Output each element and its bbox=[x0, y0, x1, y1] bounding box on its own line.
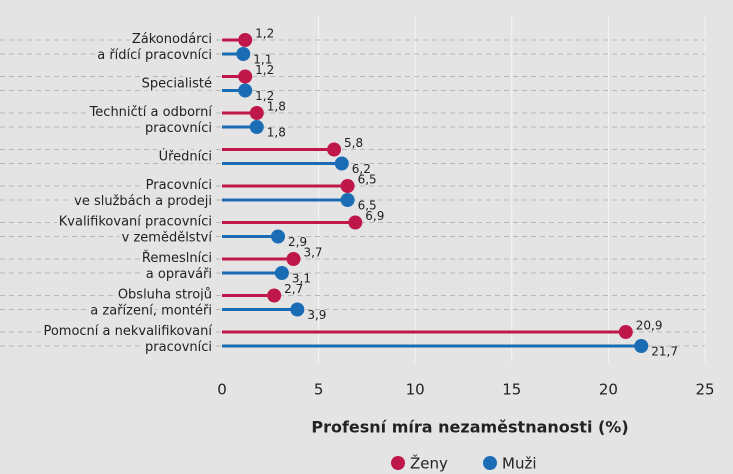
dot bbox=[249, 120, 264, 134]
legend-label: Muži bbox=[502, 455, 537, 473]
value-label: 6,5 bbox=[358, 199, 377, 213]
value-label: 3,9 bbox=[307, 308, 326, 322]
x-tick-label: 5 bbox=[314, 381, 324, 399]
dot bbox=[238, 33, 253, 47]
dot bbox=[271, 229, 286, 244]
x-tick-label: 10 bbox=[406, 381, 425, 399]
category-label: Zákonodárci a řídící pracovníci bbox=[97, 32, 212, 63]
category-label: Pomocní a nekvalifikovaní pracovníci bbox=[43, 324, 212, 355]
dot bbox=[290, 302, 305, 317]
legend-swatch bbox=[391, 456, 405, 470]
dot bbox=[286, 252, 301, 266]
value-label: 5,8 bbox=[344, 136, 363, 150]
dot bbox=[238, 83, 253, 98]
dot bbox=[249, 106, 264, 120]
x-tick-label: 20 bbox=[599, 381, 618, 399]
legend-swatch bbox=[483, 456, 497, 470]
x-tick-label: 0 bbox=[217, 381, 227, 399]
dot bbox=[238, 69, 253, 84]
value-label: 1,1 bbox=[253, 53, 272, 67]
value-label: 1,2 bbox=[255, 27, 274, 41]
dot bbox=[340, 193, 355, 207]
x-axis-title: Profesní míra nezaměstnanosti (%) bbox=[311, 418, 628, 437]
value-label: 1,2 bbox=[255, 89, 274, 103]
value-label: 2,9 bbox=[288, 235, 307, 249]
value-label: 3,1 bbox=[292, 272, 311, 286]
x-tick-label: 25 bbox=[695, 381, 714, 399]
category-label: Kvalifikovaní pracovníci v zemědělství bbox=[59, 214, 213, 245]
category-label: Specialisté bbox=[142, 76, 212, 91]
dot bbox=[618, 325, 633, 339]
value-label: 1,8 bbox=[267, 100, 286, 114]
value-label: 20,9 bbox=[636, 319, 663, 333]
x-tick-label: 15 bbox=[502, 381, 521, 399]
category-label: Úředníci bbox=[159, 148, 212, 164]
value-label: 6,9 bbox=[365, 209, 384, 223]
dot bbox=[327, 142, 342, 157]
value-label: 2,7 bbox=[284, 282, 303, 296]
category-label: Obsluha strojů a zařízení, montéři bbox=[90, 287, 212, 318]
value-label: 6,5 bbox=[358, 173, 377, 187]
value-label: 21,7 bbox=[651, 345, 678, 359]
category-label: Řemeslníci a opraváři bbox=[142, 250, 212, 282]
legend-label: Ženy bbox=[410, 454, 448, 473]
value-label: 3,7 bbox=[303, 246, 322, 260]
dot bbox=[340, 179, 355, 193]
dot bbox=[236, 47, 251, 61]
category-label: Pracovníci ve službách a prodeji bbox=[74, 178, 212, 209]
value-label: 1,2 bbox=[255, 63, 274, 77]
dot bbox=[334, 156, 349, 171]
dot bbox=[274, 266, 289, 280]
value-label: 1,8 bbox=[267, 126, 286, 140]
value-label: 6,2 bbox=[352, 162, 371, 176]
dot bbox=[348, 215, 363, 230]
dot bbox=[267, 288, 282, 303]
dot bbox=[634, 339, 649, 353]
category-label: Techničtí a odborní pracovníci bbox=[89, 105, 213, 136]
